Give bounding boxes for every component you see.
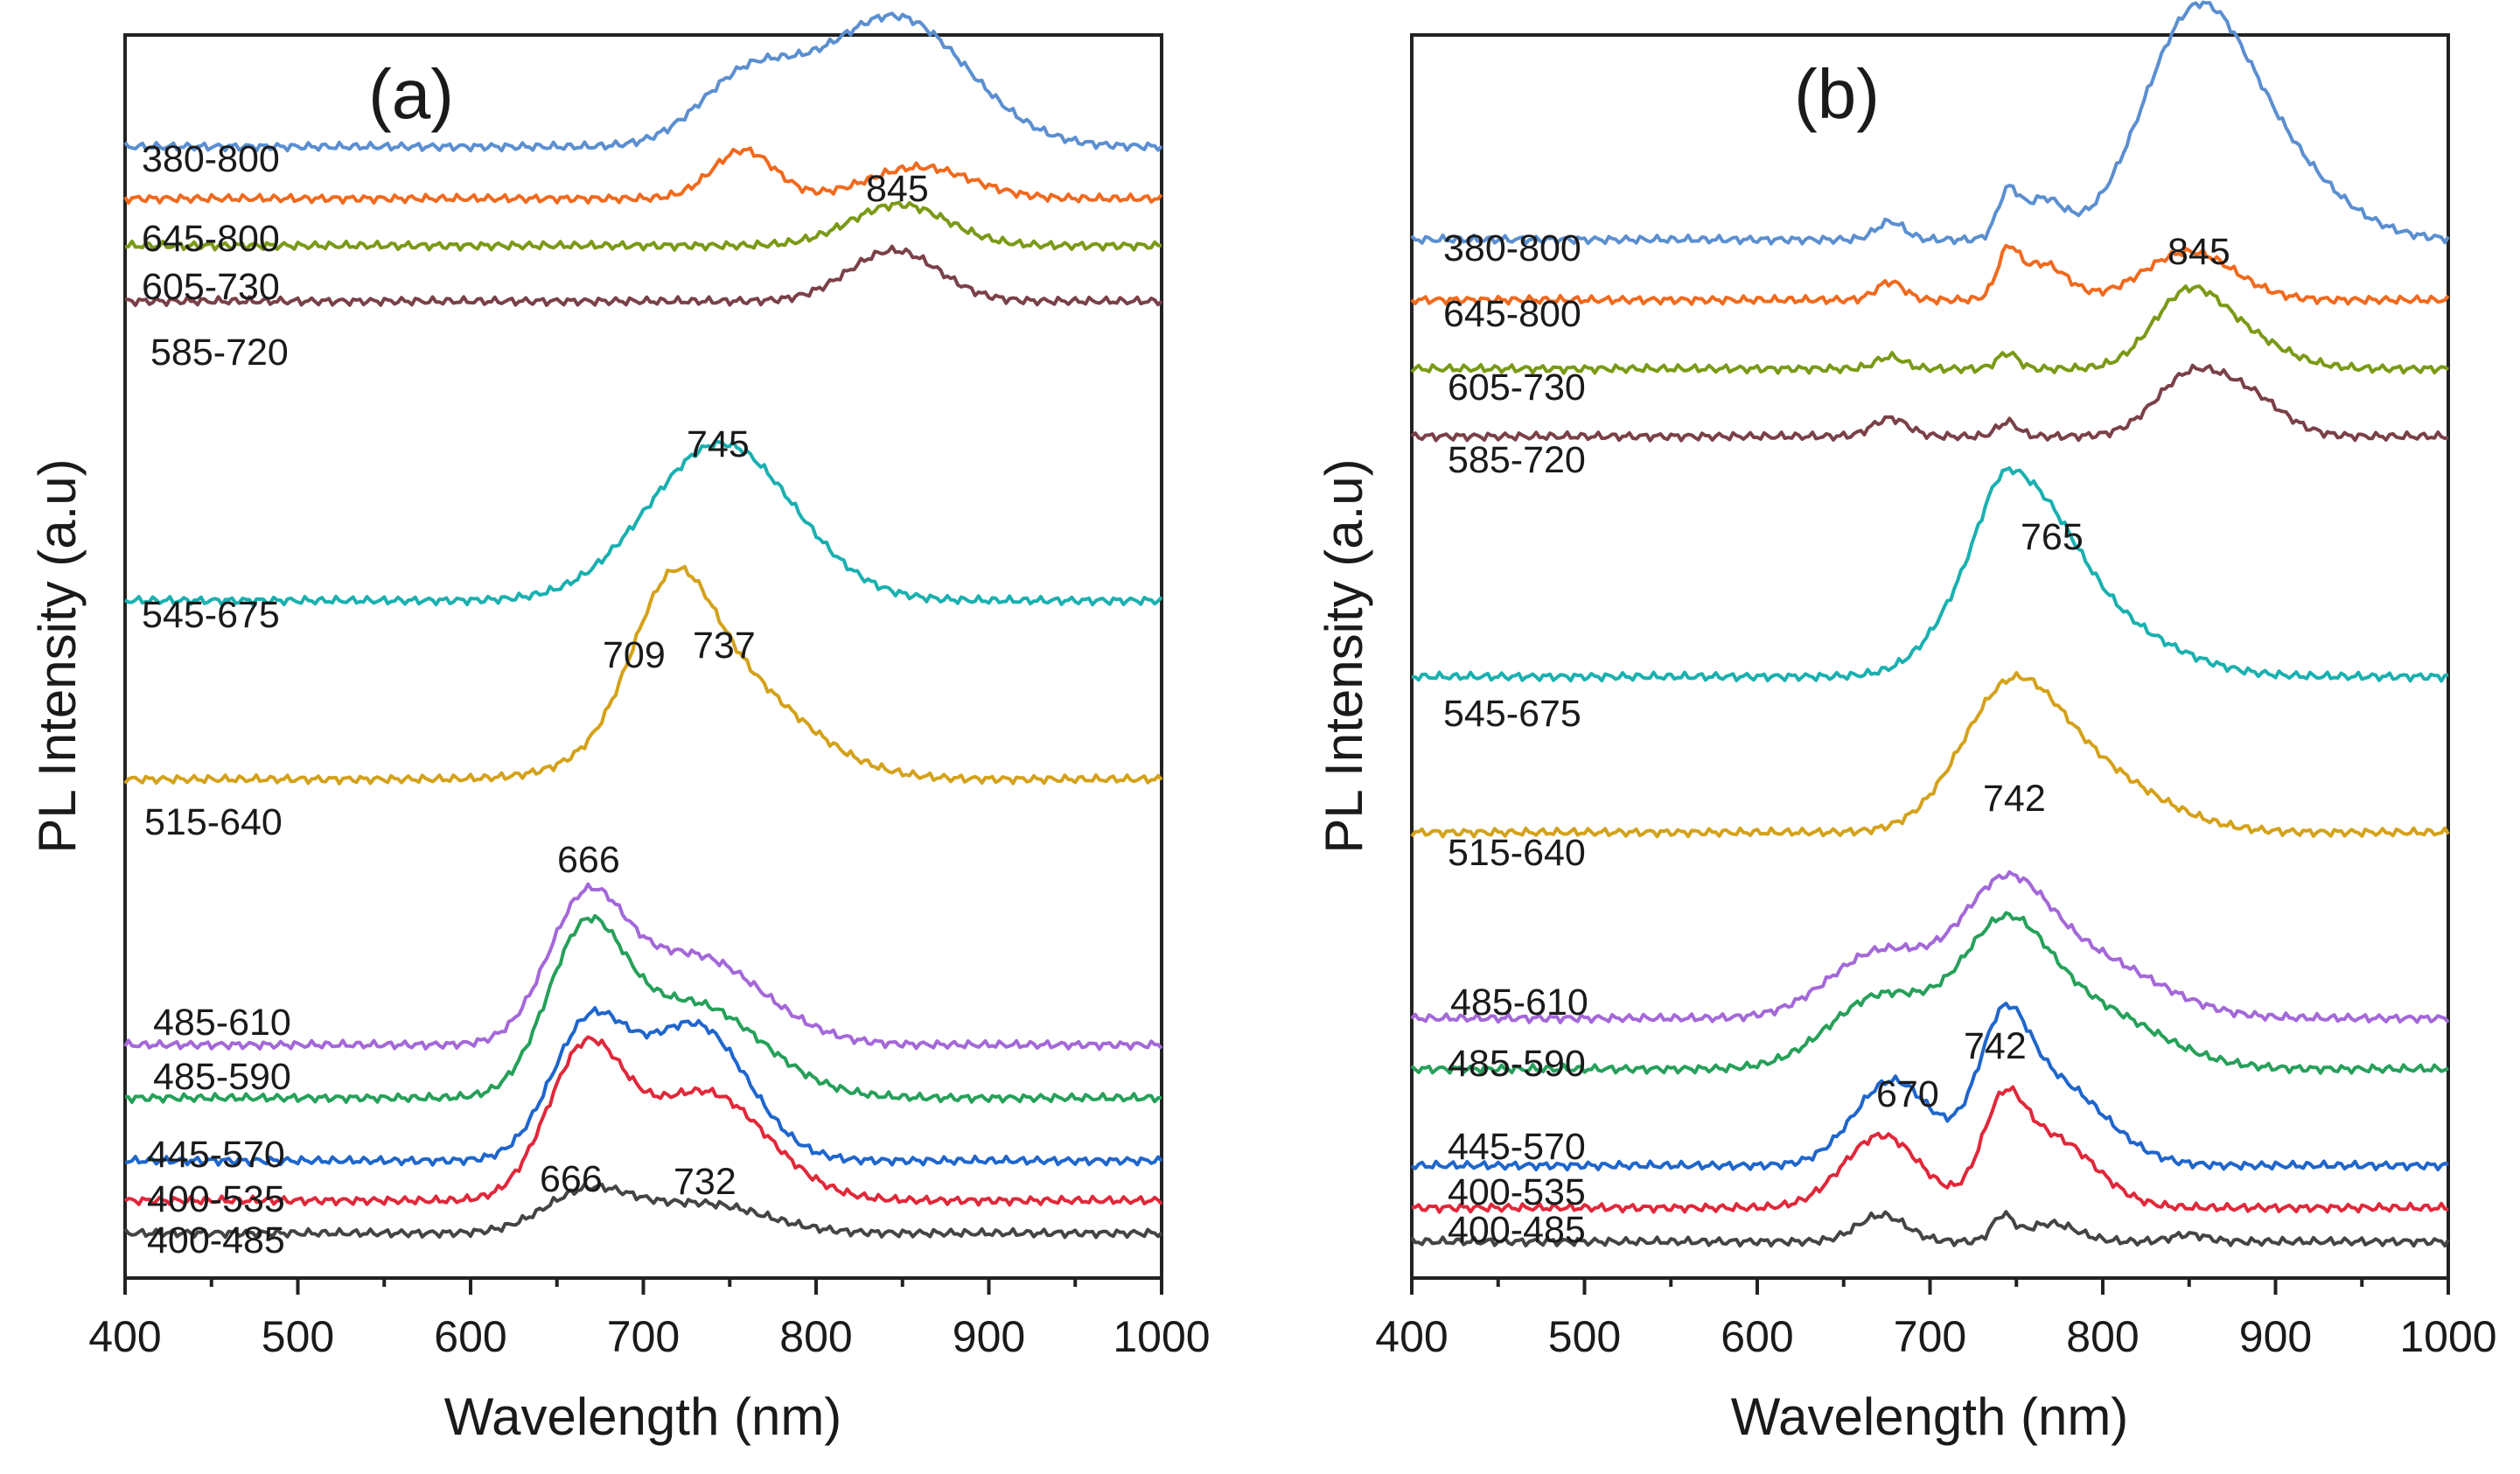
series-line-545-675 <box>123 439 1163 607</box>
x-tick-label: 900 <box>2239 1312 2312 1361</box>
x-tick-label: 800 <box>779 1312 852 1361</box>
x-tick-label: 1000 <box>1113 1312 1210 1361</box>
series-group <box>123 11 1163 1240</box>
series-label: 485-610 <box>153 1002 291 1044</box>
panel-b: (b) 380-800 645-800 605-730 585-720 545-… <box>1315 0 2497 1446</box>
series-label: 605-730 <box>1448 367 1586 409</box>
series-label: 545-675 <box>142 594 280 636</box>
x-tick-label: 400 <box>88 1312 161 1361</box>
series-label: 445-570 <box>1448 1126 1586 1168</box>
x-tick-label: 800 <box>2066 1312 2139 1361</box>
series-line-445-570 <box>124 1006 1163 1167</box>
series-line-515-640 <box>123 564 1163 786</box>
peak-label: 737 <box>693 625 756 667</box>
peak-label: 709 <box>603 634 666 676</box>
peak-label: 745 <box>687 423 750 465</box>
peak-label: 765 <box>2021 516 2084 558</box>
series-label: 400-485 <box>147 1219 285 1261</box>
y-axis-title: PL Intensity (a.u) <box>28 458 87 853</box>
peak-label: 670 <box>1876 1073 1939 1115</box>
series-label: 400-535 <box>147 1178 285 1220</box>
series-line-485-610 <box>1410 870 2450 1024</box>
x-tick-label: 700 <box>607 1312 680 1361</box>
x-tick-label: 500 <box>1548 1312 1621 1361</box>
peak-label: 742 <box>1983 778 2046 820</box>
y-axis-title: PL Intensity (a.u) <box>1315 458 1373 853</box>
panel-a: (a) 380-800 645-800 605-730 585-720 545-… <box>28 11 1211 1446</box>
x-tick-label: 600 <box>434 1312 506 1361</box>
x-ticks <box>1410 1278 2450 1295</box>
series-label: 545-675 <box>1443 693 1581 735</box>
series-line-400-485 <box>1410 1210 2450 1248</box>
panel-title: (a) <box>368 55 454 133</box>
series-label: 585-720 <box>1448 439 1586 481</box>
series-line-400-485 <box>123 1182 1163 1240</box>
x-tick-label: 900 <box>953 1312 1025 1361</box>
series-line-485-610 <box>123 882 1163 1051</box>
series-line-380-800 <box>123 11 1163 153</box>
series-label: 485-610 <box>1450 982 1588 1023</box>
series-label: 380-800 <box>1443 227 1581 269</box>
x-ticks <box>123 1278 1163 1295</box>
series-label: 485-590 <box>1448 1043 1586 1085</box>
series-label: 400-485 <box>1448 1209 1586 1251</box>
peak-label: 845 <box>866 168 929 210</box>
peak-label: 666 <box>540 1158 603 1200</box>
series-line-645-800 <box>123 146 1163 205</box>
peak-label: 845 <box>2167 231 2230 273</box>
series-line-400-535 <box>1411 1085 2449 1214</box>
series-group <box>1410 0 2450 1248</box>
series-label: 445-570 <box>147 1134 285 1176</box>
peak-label: 666 <box>557 839 620 881</box>
x-axis-title: Wavelength (nm) <box>1731 1387 2129 1446</box>
series-label: 515-640 <box>1448 832 1586 874</box>
series-line-585-720 <box>1410 363 2449 443</box>
series-line-545-675 <box>1411 466 2449 683</box>
series-label: 485-590 <box>153 1056 291 1098</box>
x-tick-label: 700 <box>1894 1312 1966 1361</box>
series-line-605-730 <box>1410 284 2449 375</box>
x-tick-label: 400 <box>1375 1312 1448 1361</box>
series-line-645-800 <box>1410 243 2450 306</box>
series-line-400-535 <box>123 1035 1163 1207</box>
series-label: 380-800 <box>142 138 280 180</box>
panel-title: (b) <box>1794 55 1880 133</box>
series-label: 400-535 <box>1448 1171 1586 1213</box>
series-line-485-590 <box>1410 911 2449 1075</box>
series-label: 645-800 <box>1443 293 1581 335</box>
series-label: 515-640 <box>144 801 283 843</box>
x-axis-title: Wavelength (nm) <box>444 1387 842 1446</box>
series-line-515-640 <box>1410 671 2450 839</box>
x-tick-label: 1000 <box>2399 1312 2496 1361</box>
series-line-605-730 <box>124 200 1162 252</box>
peak-label: 732 <box>674 1161 736 1203</box>
series-line-380-800 <box>1410 0 2450 246</box>
series-label: 585-720 <box>150 332 289 374</box>
series-line-445-570 <box>1410 1002 2449 1172</box>
series-label: 645-800 <box>142 218 280 260</box>
x-tick-label: 600 <box>1721 1312 1793 1361</box>
series-label: 605-730 <box>142 266 280 308</box>
peak-label: 742 <box>1964 1025 2027 1067</box>
series-line-585-720 <box>125 244 1163 307</box>
series-line-485-590 <box>124 914 1162 1104</box>
x-tick-label: 500 <box>262 1312 334 1361</box>
